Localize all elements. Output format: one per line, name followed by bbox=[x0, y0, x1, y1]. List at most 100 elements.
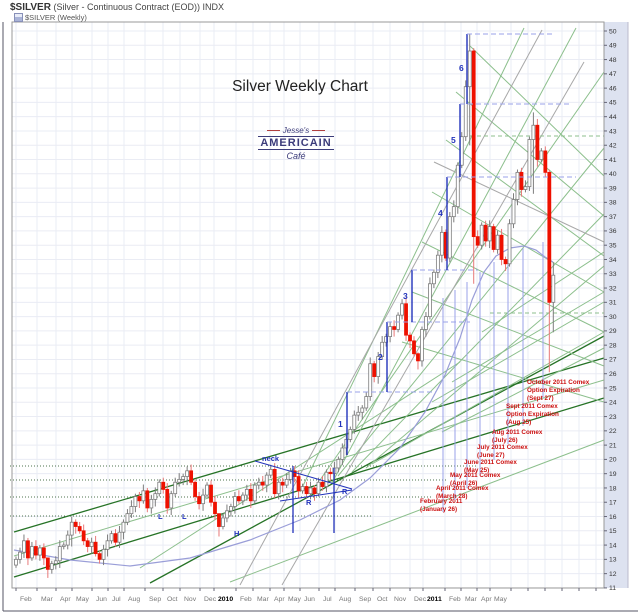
price-axis-label: 39 bbox=[609, 185, 617, 192]
candle-body bbox=[487, 226, 492, 242]
ticker-description: (Silver - Continuous Contract (EOD)) IND… bbox=[53, 2, 224, 12]
expiration-label: (May 25) bbox=[464, 467, 489, 474]
candle-body bbox=[85, 540, 90, 547]
candle-body bbox=[372, 363, 377, 377]
price-axis-label: 25 bbox=[609, 385, 617, 392]
candle-body bbox=[451, 206, 456, 218]
candle-body bbox=[272, 468, 277, 495]
candle-body bbox=[137, 496, 142, 502]
pattern-line bbox=[279, 489, 353, 502]
price-axis-strip bbox=[604, 22, 628, 588]
trendline bbox=[299, 27, 525, 493]
trendline bbox=[239, 29, 543, 586]
expiration-label: October 2011 Comex bbox=[527, 379, 590, 386]
candle-body bbox=[244, 488, 249, 496]
candle-body bbox=[523, 186, 528, 190]
logo-script-name: Jesse's bbox=[282, 126, 310, 135]
trendline bbox=[451, 291, 605, 383]
candle-body bbox=[503, 259, 508, 265]
date-axis-label: Jul bbox=[112, 596, 121, 603]
candle-body bbox=[117, 531, 122, 543]
candle-body bbox=[26, 540, 30, 559]
candle-body bbox=[217, 513, 221, 527]
price-axis-label: 40 bbox=[609, 171, 617, 178]
candle-body bbox=[169, 493, 174, 509]
trendline bbox=[13, 357, 605, 533]
expiration-label: July 2011 Comex bbox=[477, 444, 528, 451]
trendline bbox=[149, 335, 605, 584]
expiration-label: Aug 2011 Comex bbox=[492, 429, 543, 436]
price-axis-label: 15 bbox=[609, 528, 617, 535]
pattern-letter: R bbox=[342, 487, 348, 496]
candle-body bbox=[153, 493, 158, 500]
candle-body bbox=[348, 429, 353, 440]
candle-body bbox=[232, 496, 237, 507]
candle-body bbox=[455, 164, 460, 208]
date-axis-label: Apr bbox=[60, 596, 71, 603]
candle-body bbox=[221, 517, 225, 527]
candle-body bbox=[93, 541, 98, 555]
candle-body bbox=[547, 171, 552, 303]
price-axis-label: 19 bbox=[609, 471, 617, 478]
candle-body bbox=[463, 86, 468, 138]
logo-flourish-right bbox=[312, 130, 326, 131]
candle-body bbox=[400, 303, 404, 316]
candle-body bbox=[439, 231, 444, 256]
date-axis-label: Oct bbox=[377, 596, 388, 603]
date-axis-label: May bbox=[76, 596, 89, 603]
candle-body bbox=[447, 216, 452, 259]
date-axis-label: Feb bbox=[449, 596, 461, 603]
candle-body bbox=[65, 534, 70, 546]
price-axis-label: 46 bbox=[609, 85, 617, 92]
candle-body bbox=[388, 326, 393, 337]
candle-body bbox=[81, 530, 86, 542]
price-axis-label: 29 bbox=[609, 328, 617, 335]
candle-body bbox=[53, 560, 58, 565]
candle-body bbox=[125, 513, 130, 523]
expiration-label: June 2011 Comex bbox=[464, 459, 517, 466]
price-axis-label: 28 bbox=[609, 342, 617, 349]
candle-body bbox=[316, 481, 321, 495]
candle-body bbox=[236, 496, 241, 502]
expiration-label: (March 28) bbox=[436, 493, 468, 500]
chart-subheader: $SILVER (Weekly) bbox=[14, 13, 87, 22]
date-axis-label: Jun bbox=[96, 596, 107, 603]
candle-body bbox=[475, 236, 480, 246]
date-axis-label: Mar bbox=[41, 596, 53, 603]
candle-body bbox=[121, 521, 126, 533]
price-axis-label: 12 bbox=[609, 571, 617, 578]
price-axis-label: 27 bbox=[609, 357, 617, 364]
price-axis-label: 17 bbox=[609, 500, 617, 507]
candle-body bbox=[161, 481, 166, 490]
candle-body bbox=[18, 551, 22, 560]
candle-body bbox=[308, 487, 313, 495]
date-axis-label: Aug bbox=[339, 596, 351, 603]
pattern-letter: H bbox=[234, 529, 239, 538]
candle-body bbox=[264, 474, 269, 486]
candle-body bbox=[49, 563, 54, 570]
trendline bbox=[469, 45, 605, 177]
trendline bbox=[433, 161, 605, 243]
trendline bbox=[421, 241, 605, 333]
candle-body bbox=[420, 329, 424, 362]
candle-body bbox=[296, 476, 301, 492]
expiration-label: April 2011 Comex bbox=[436, 485, 489, 492]
price-axis-label: 43 bbox=[609, 128, 617, 135]
candle-body bbox=[41, 547, 46, 559]
trendline bbox=[351, 213, 605, 473]
candle-body bbox=[193, 481, 198, 497]
sharpchart-icon bbox=[14, 13, 23, 22]
milestone-number: 6 bbox=[459, 63, 464, 73]
expiration-label: (July 26) bbox=[492, 437, 518, 444]
candle-body bbox=[368, 363, 373, 397]
cafe-logo: Jesse's AMERICAIN Café bbox=[250, 126, 342, 161]
trendline bbox=[13, 379, 605, 557]
candle-body bbox=[181, 476, 186, 480]
candle-body bbox=[173, 481, 178, 495]
candle-body bbox=[14, 558, 18, 566]
date-axis-label: Feb bbox=[240, 596, 252, 603]
candle-body bbox=[209, 484, 213, 503]
price-axis-label: 22 bbox=[609, 428, 617, 435]
date-axis-label: Apr bbox=[481, 596, 492, 603]
candle-body bbox=[471, 50, 476, 238]
